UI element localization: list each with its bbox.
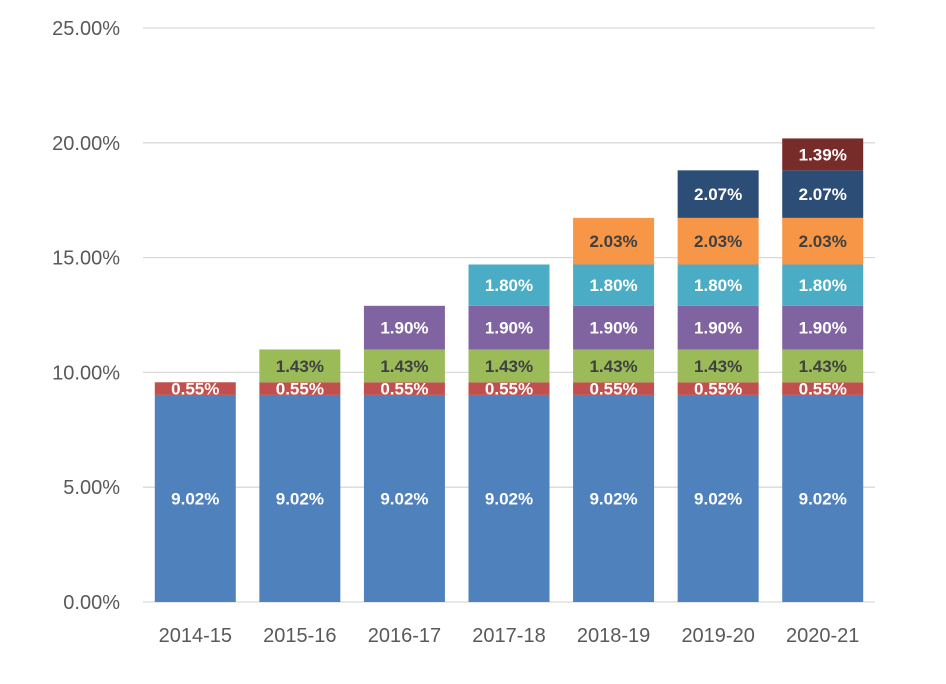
y-tick-label: 25.00% <box>52 18 120 40</box>
data-label: 2.03% <box>694 232 742 251</box>
bar-segment <box>573 349 655 383</box>
x-tick-label: 2016-17 <box>368 625 441 647</box>
x-tick-label: 2018-19 <box>577 625 650 647</box>
y-tick-label: 10.00% <box>52 362 120 384</box>
bar-segment <box>782 138 864 171</box>
x-tick-label: 2020-21 <box>786 625 859 647</box>
bar-segment <box>363 394 445 602</box>
y-tick-label: 20.00% <box>52 133 120 155</box>
data-label: 1.43% <box>276 357 324 376</box>
data-label: 1.90% <box>694 319 742 338</box>
data-label: 0.55% <box>485 380 533 399</box>
y-tick-label: 0.00% <box>63 592 120 614</box>
data-label: 1.43% <box>589 357 637 376</box>
bar-segment <box>573 305 655 350</box>
data-label: 1.90% <box>380 319 428 338</box>
data-label: 1.90% <box>589 319 637 338</box>
data-label: 9.02% <box>589 489 637 508</box>
bar-segment <box>363 349 445 383</box>
data-label: 9.02% <box>694 489 742 508</box>
data-label: 0.55% <box>276 380 324 399</box>
bar-segment <box>782 170 864 218</box>
y-tick-label: 5.00% <box>63 477 120 499</box>
data-label: 2.07% <box>694 185 742 204</box>
bar-segment <box>573 382 655 395</box>
data-label: 1.43% <box>799 357 847 376</box>
data-label: 1.43% <box>485 357 533 376</box>
data-label: 1.80% <box>589 276 637 295</box>
bar-segment <box>573 394 655 602</box>
data-label: 9.02% <box>799 489 847 508</box>
bar-segment <box>468 264 550 306</box>
x-tick-label: 2014-15 <box>159 625 232 647</box>
bar-segment <box>677 349 759 383</box>
bar-segment <box>782 264 864 306</box>
data-label: 1.43% <box>694 357 742 376</box>
data-label: 1.80% <box>485 276 533 295</box>
bar-segment <box>573 264 655 306</box>
bar-segment <box>677 264 759 306</box>
data-label: 0.55% <box>171 380 219 399</box>
data-label: 1.90% <box>485 319 533 338</box>
bar-segment <box>782 305 864 350</box>
bar-segment <box>259 394 341 602</box>
data-label: 9.02% <box>380 489 428 508</box>
bar-segment <box>782 382 864 395</box>
x-tick-label: 2019-20 <box>681 625 754 647</box>
bar-segment <box>468 305 550 350</box>
bar-segment <box>468 394 550 602</box>
bar-segment <box>782 349 864 383</box>
bar-segment <box>677 217 759 265</box>
data-label: 9.02% <box>276 489 324 508</box>
data-label: 0.55% <box>799 380 847 399</box>
bar-segment <box>782 394 864 602</box>
data-label: 1.80% <box>694 276 742 295</box>
data-label: 2.03% <box>589 232 637 251</box>
data-label: 0.55% <box>694 380 742 399</box>
bar-segment <box>363 382 445 395</box>
data-label: 2.03% <box>799 232 847 251</box>
bar-segment <box>573 217 655 265</box>
bar-segment <box>259 349 341 383</box>
bar-segment <box>259 382 341 395</box>
data-label: 0.55% <box>380 380 428 399</box>
data-label: 1.43% <box>380 357 428 376</box>
bar-segment <box>363 305 445 350</box>
bar-segment <box>468 349 550 383</box>
bar-segment <box>468 382 550 395</box>
data-label: 1.39% <box>799 145 847 164</box>
data-label: 1.90% <box>799 319 847 338</box>
data-label: 9.02% <box>485 489 533 508</box>
bar-segment <box>154 382 236 395</box>
bar-segment <box>677 382 759 395</box>
data-label: 0.55% <box>589 380 637 399</box>
x-tick-label: 2015-16 <box>263 625 336 647</box>
bar-segment <box>782 217 864 265</box>
bar-segment <box>154 394 236 602</box>
y-tick-label: 15.00% <box>52 248 120 270</box>
data-label: 1.80% <box>799 276 847 295</box>
bar-segment <box>677 305 759 350</box>
bar-segment <box>677 394 759 602</box>
data-label: 2.07% <box>799 185 847 204</box>
x-tick-label: 2017-18 <box>472 625 545 647</box>
bar-segment <box>677 170 759 218</box>
data-label: 9.02% <box>171 489 219 508</box>
